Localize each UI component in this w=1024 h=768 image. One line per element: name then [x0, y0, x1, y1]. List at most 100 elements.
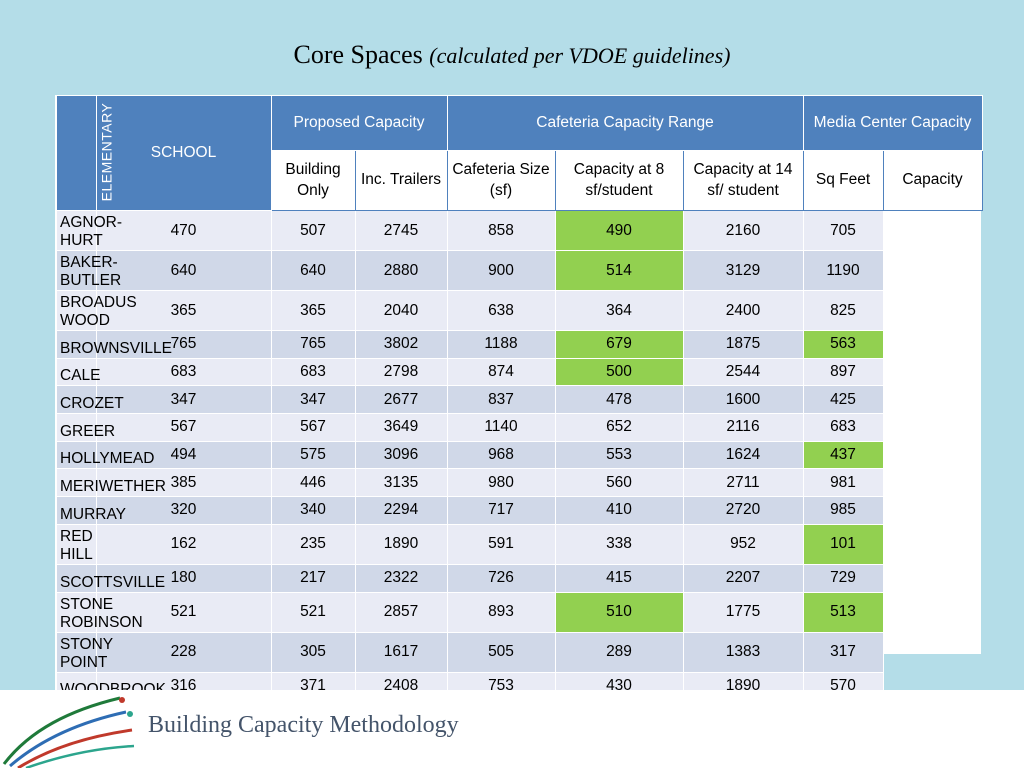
capacity-table-container: ELEMENTARY SCHOOL Proposed Capacity Cafe… — [55, 95, 983, 728]
header-capacity-14sf: Capacity at 14 sf/ student — [682, 150, 804, 211]
cell-sqft: 2207 — [682, 563, 804, 593]
cell-cap14: 510 — [554, 591, 684, 633]
cell-building: 521 — [95, 591, 272, 633]
capacity-table: ELEMENTARY SCHOOL Proposed Capacity Cafe… — [55, 95, 983, 728]
table-row: AGNOR-HURT 470 507 2745 858 490 2160 705 — [55, 210, 982, 251]
cell-sqft: 2720 — [682, 496, 804, 525]
cell-media-cap: 729 — [802, 563, 884, 593]
cell-caf-size: 3135 — [354, 468, 448, 498]
cell-sqft: 1600 — [682, 385, 804, 415]
cell-trailers: 340 — [270, 496, 356, 525]
cell-building: 683 — [95, 357, 272, 387]
cell-caf-size: 2798 — [354, 357, 448, 387]
cell-cap8: 968 — [446, 440, 556, 470]
cell-cap8: 726 — [446, 563, 556, 593]
school-name-cell: STONE ROBINSON — [55, 591, 143, 633]
cell-caf-size: 3649 — [354, 413, 448, 442]
cell-media-cap: 563 — [802, 330, 884, 359]
school-name-cell: STONY POINT — [55, 631, 113, 673]
cell-trailers: 575 — [270, 440, 356, 470]
cell-trailers: 305 — [270, 631, 356, 673]
cell-media-cap: 825 — [802, 290, 884, 331]
cell-building: 347 — [95, 385, 272, 415]
school-name-cell: CALE — [55, 357, 101, 387]
table-row: BROADUS WOOD 365 365 2040 638 364 2400 825 — [55, 290, 982, 331]
school-name-cell: BROADUS WOOD — [55, 290, 137, 331]
header-cafeteria-range: Cafeteria Capacity Range — [446, 95, 804, 151]
cell-media-cap: 897 — [802, 357, 884, 387]
cell-building: 385 — [95, 468, 272, 498]
cell-caf-size: 2677 — [354, 385, 448, 415]
cell-media-cap: 101 — [802, 523, 884, 565]
footer-bar: Building Capacity Methodology — [0, 690, 1024, 768]
cell-sqft: 2160 — [682, 210, 804, 251]
cell-caf-size: 2857 — [354, 591, 448, 633]
cell-media-cap: 683 — [802, 413, 884, 442]
cell-trailers: 507 — [270, 210, 356, 251]
cell-cap8: 638 — [446, 290, 556, 331]
header-building-only: Building Only — [270, 150, 356, 211]
cell-building: 180 — [95, 563, 272, 593]
cell-media-cap: 981 — [802, 468, 884, 498]
cell-trailers: 521 — [270, 591, 356, 633]
cell-cap8: 980 — [446, 468, 556, 498]
table-row: BROWNSVILLE765765380211886791875563 — [55, 330, 982, 359]
cell-sqft: 1383 — [682, 631, 804, 673]
cell-sqft: 1624 — [682, 440, 804, 470]
school-name-cell: SCOTTSVILLE — [55, 563, 165, 593]
cell-trailers: 365 — [270, 290, 356, 331]
school-name-cell: RED HILL — [55, 523, 97, 565]
cell-media-cap: 985 — [802, 496, 884, 525]
swoosh-logo-icon — [2, 696, 135, 768]
cell-cap8: 893 — [446, 591, 556, 633]
cell-cap8: 900 — [446, 250, 556, 291]
cell-building: 765 — [95, 330, 272, 359]
school-name-cell: BAKER-BUTLER — [55, 250, 121, 291]
cell-trailers: 347 — [270, 385, 356, 415]
cell-cap14: 553 — [554, 440, 684, 470]
table-row: RED HILL 162 235 1890 591 338 952 101 — [55, 523, 982, 565]
cell-cap14: 415 — [554, 563, 684, 593]
cell-cap8: 837 — [446, 385, 556, 415]
cell-cap14: 338 — [554, 523, 684, 565]
cell-caf-size: 3096 — [354, 440, 448, 470]
cell-cap8: 874 — [446, 357, 556, 387]
header-school: SCHOOL — [95, 95, 272, 211]
cell-trailers: 217 — [270, 563, 356, 593]
header-inc-trailers: Inc. Trailers — [354, 150, 448, 211]
cell-building: 494 — [95, 440, 272, 470]
table-row: BAKER-BUTLER 640 640 2880 900 514 3129 1190 — [55, 250, 982, 291]
cell-building: 320 — [95, 496, 272, 525]
header-sq-feet: Sq Feet — [802, 150, 884, 211]
cell-cap14: 500 — [554, 357, 684, 387]
school-name-cell: AGNOR-HURT — [55, 210, 122, 251]
cell-cap14: 560 — [554, 468, 684, 498]
cell-cap8: 858 — [446, 210, 556, 251]
cell-sqft: 2116 — [682, 413, 804, 442]
cell-building: 228 — [95, 631, 272, 673]
table-row: MURRAY 320 340 2294 717 410 2720 985 — [55, 496, 982, 525]
table-body: AGNOR-HURT 470 507 2745 858 490 2160 705 BAKER-B… — [55, 210, 982, 728]
cell-trailers: 765 — [270, 330, 356, 359]
cell-cap8: 591 — [446, 523, 556, 565]
school-name-cell: GREER — [55, 413, 115, 442]
cell-caf-size: 3802 — [354, 330, 448, 359]
cell-cap8: 717 — [446, 496, 556, 525]
school-name-cell: MURRAY — [55, 496, 126, 525]
cell-sqft: 2544 — [682, 357, 804, 387]
header-proposed-capacity: Proposed Capacity — [270, 95, 448, 151]
cell-sqft: 3129 — [682, 250, 804, 291]
cell-cap8: 1188 — [446, 330, 556, 359]
cell-sqft: 952 — [682, 523, 804, 565]
cell-cap8: 505 — [446, 631, 556, 673]
cell-caf-size: 2745 — [354, 210, 448, 251]
table-row: SCOTTSVILLE18021723227264152207729 — [55, 563, 982, 593]
cell-building: 365 — [95, 290, 272, 331]
school-name-cell: BROWNSVILLE — [55, 330, 172, 359]
school-name-cell: CROZET — [55, 385, 124, 415]
cell-sqft: 1775 — [682, 591, 804, 633]
cell-building: 162 — [95, 523, 272, 565]
cell-cap14: 490 — [554, 210, 684, 251]
cell-caf-size: 1890 — [354, 523, 448, 565]
school-name-cell: MERIWETHER — [55, 468, 166, 498]
